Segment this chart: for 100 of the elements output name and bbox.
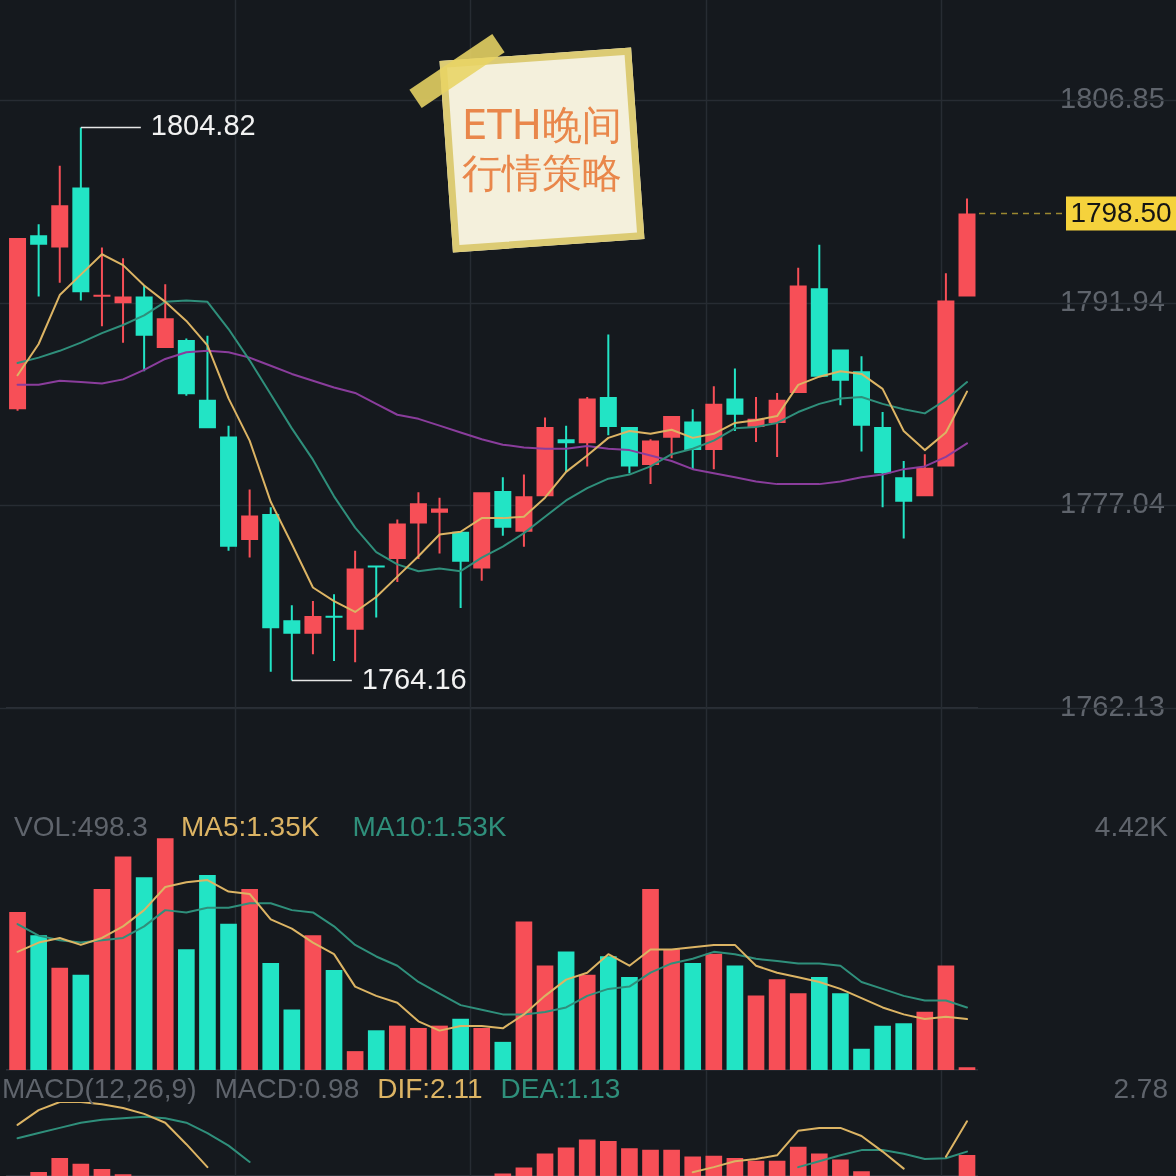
candlestick — [431, 497, 449, 554]
text: DIF:2.11 — [377, 1072, 483, 1104]
annotation: MACD(12,26,9) — [2, 1072, 197, 1104]
text: 4.42K — [1094, 810, 1169, 842]
bar — [832, 993, 849, 1070]
bar — [135, 877, 153, 1070]
annotation: MACD:0.98 — [214, 1072, 360, 1104]
bar — [199, 875, 216, 1070]
bar — [789, 993, 807, 1070]
bar — [494, 1041, 512, 1070]
candlestick — [367, 565, 385, 618]
candlestick — [726, 368, 744, 432]
bar — [72, 1163, 90, 1176]
bar — [747, 995, 765, 1070]
bar — [515, 921, 533, 1070]
bar — [621, 1148, 638, 1176]
candlestick — [304, 601, 322, 655]
bar — [832, 1159, 849, 1176]
bar — [684, 963, 702, 1070]
candlestick — [283, 605, 301, 681]
text: ETH晚间行情策略 — [461, 101, 623, 197]
bar — [452, 1018, 469, 1070]
bar — [621, 976, 638, 1070]
bar — [642, 888, 659, 1070]
bar — [810, 1153, 828, 1176]
bar — [958, 1067, 976, 1070]
candlestick — [409, 492, 427, 559]
candlestick — [51, 165, 69, 283]
candlestick — [895, 460, 913, 539]
bar — [283, 1009, 301, 1070]
bar — [937, 965, 955, 1070]
bar — [958, 1154, 976, 1176]
bar — [874, 1025, 891, 1070]
bar — [599, 1140, 617, 1176]
bar — [325, 970, 343, 1070]
bar — [241, 888, 258, 1070]
bar — [789, 1146, 807, 1176]
bar — [473, 1027, 491, 1070]
text: DEA:1.13 — [500, 1072, 621, 1104]
bar — [726, 965, 744, 1070]
bar — [367, 1030, 385, 1070]
bar — [684, 1156, 702, 1176]
y-tick-label: 1762.13 — [1060, 690, 1165, 723]
candlestick — [325, 594, 343, 661]
bar — [536, 1153, 554, 1176]
ref-line-label: 1798.50 — [1070, 197, 1172, 229]
bar — [515, 1167, 533, 1176]
candlestick — [557, 425, 575, 472]
bar — [557, 951, 575, 1070]
bar — [895, 1023, 913, 1070]
bar — [431, 1025, 448, 1070]
candlestick — [241, 489, 259, 558]
bar — [9, 912, 26, 1070]
bar — [853, 1048, 870, 1070]
bar — [578, 1139, 596, 1176]
bar — [810, 976, 828, 1070]
bar — [916, 1011, 934, 1070]
bar — [599, 956, 617, 1070]
candlestick — [93, 247, 111, 327]
bar — [262, 963, 280, 1070]
series-label: MA5:1.35K — [180, 810, 320, 842]
bar — [304, 935, 322, 1070]
bar — [853, 1171, 870, 1176]
bar — [30, 935, 47, 1070]
bar — [114, 856, 132, 1070]
bar — [663, 1149, 680, 1176]
bar — [30, 1171, 47, 1176]
annotation: 1764.16 — [361, 662, 467, 695]
bar — [768, 1160, 786, 1176]
annotation: 1804.82 — [150, 109, 256, 142]
bar — [346, 1051, 364, 1070]
bar — [220, 923, 237, 1070]
bar — [72, 974, 90, 1070]
y-tick-label: 1791.94 — [1060, 284, 1165, 317]
y-tick-label: 1777.04 — [1060, 487, 1165, 520]
bar — [705, 953, 723, 1070]
bar — [410, 1027, 427, 1070]
bar — [578, 974, 596, 1070]
candlestick — [958, 198, 976, 297]
candlestick — [599, 334, 617, 436]
bar — [51, 967, 69, 1070]
bar — [51, 1157, 69, 1176]
bar — [536, 965, 554, 1070]
bar — [768, 979, 786, 1070]
bar — [156, 838, 174, 1070]
bar — [178, 949, 195, 1070]
candlestick — [156, 284, 174, 349]
bar — [494, 1173, 512, 1176]
bar — [642, 1149, 659, 1176]
annotation: VOL:498.3 — [14, 810, 148, 842]
candlestick — [30, 224, 48, 297]
bar — [93, 1169, 111, 1176]
bar — [705, 1155, 723, 1176]
text: 2.78 — [1113, 1072, 1168, 1104]
bar — [389, 1025, 406, 1070]
bar — [557, 1147, 575, 1176]
y-tick-label: 1806.85 — [1060, 81, 1165, 114]
bar — [93, 888, 111, 1070]
bar — [747, 1160, 765, 1176]
text: MA10:1.53K — [352, 810, 507, 842]
